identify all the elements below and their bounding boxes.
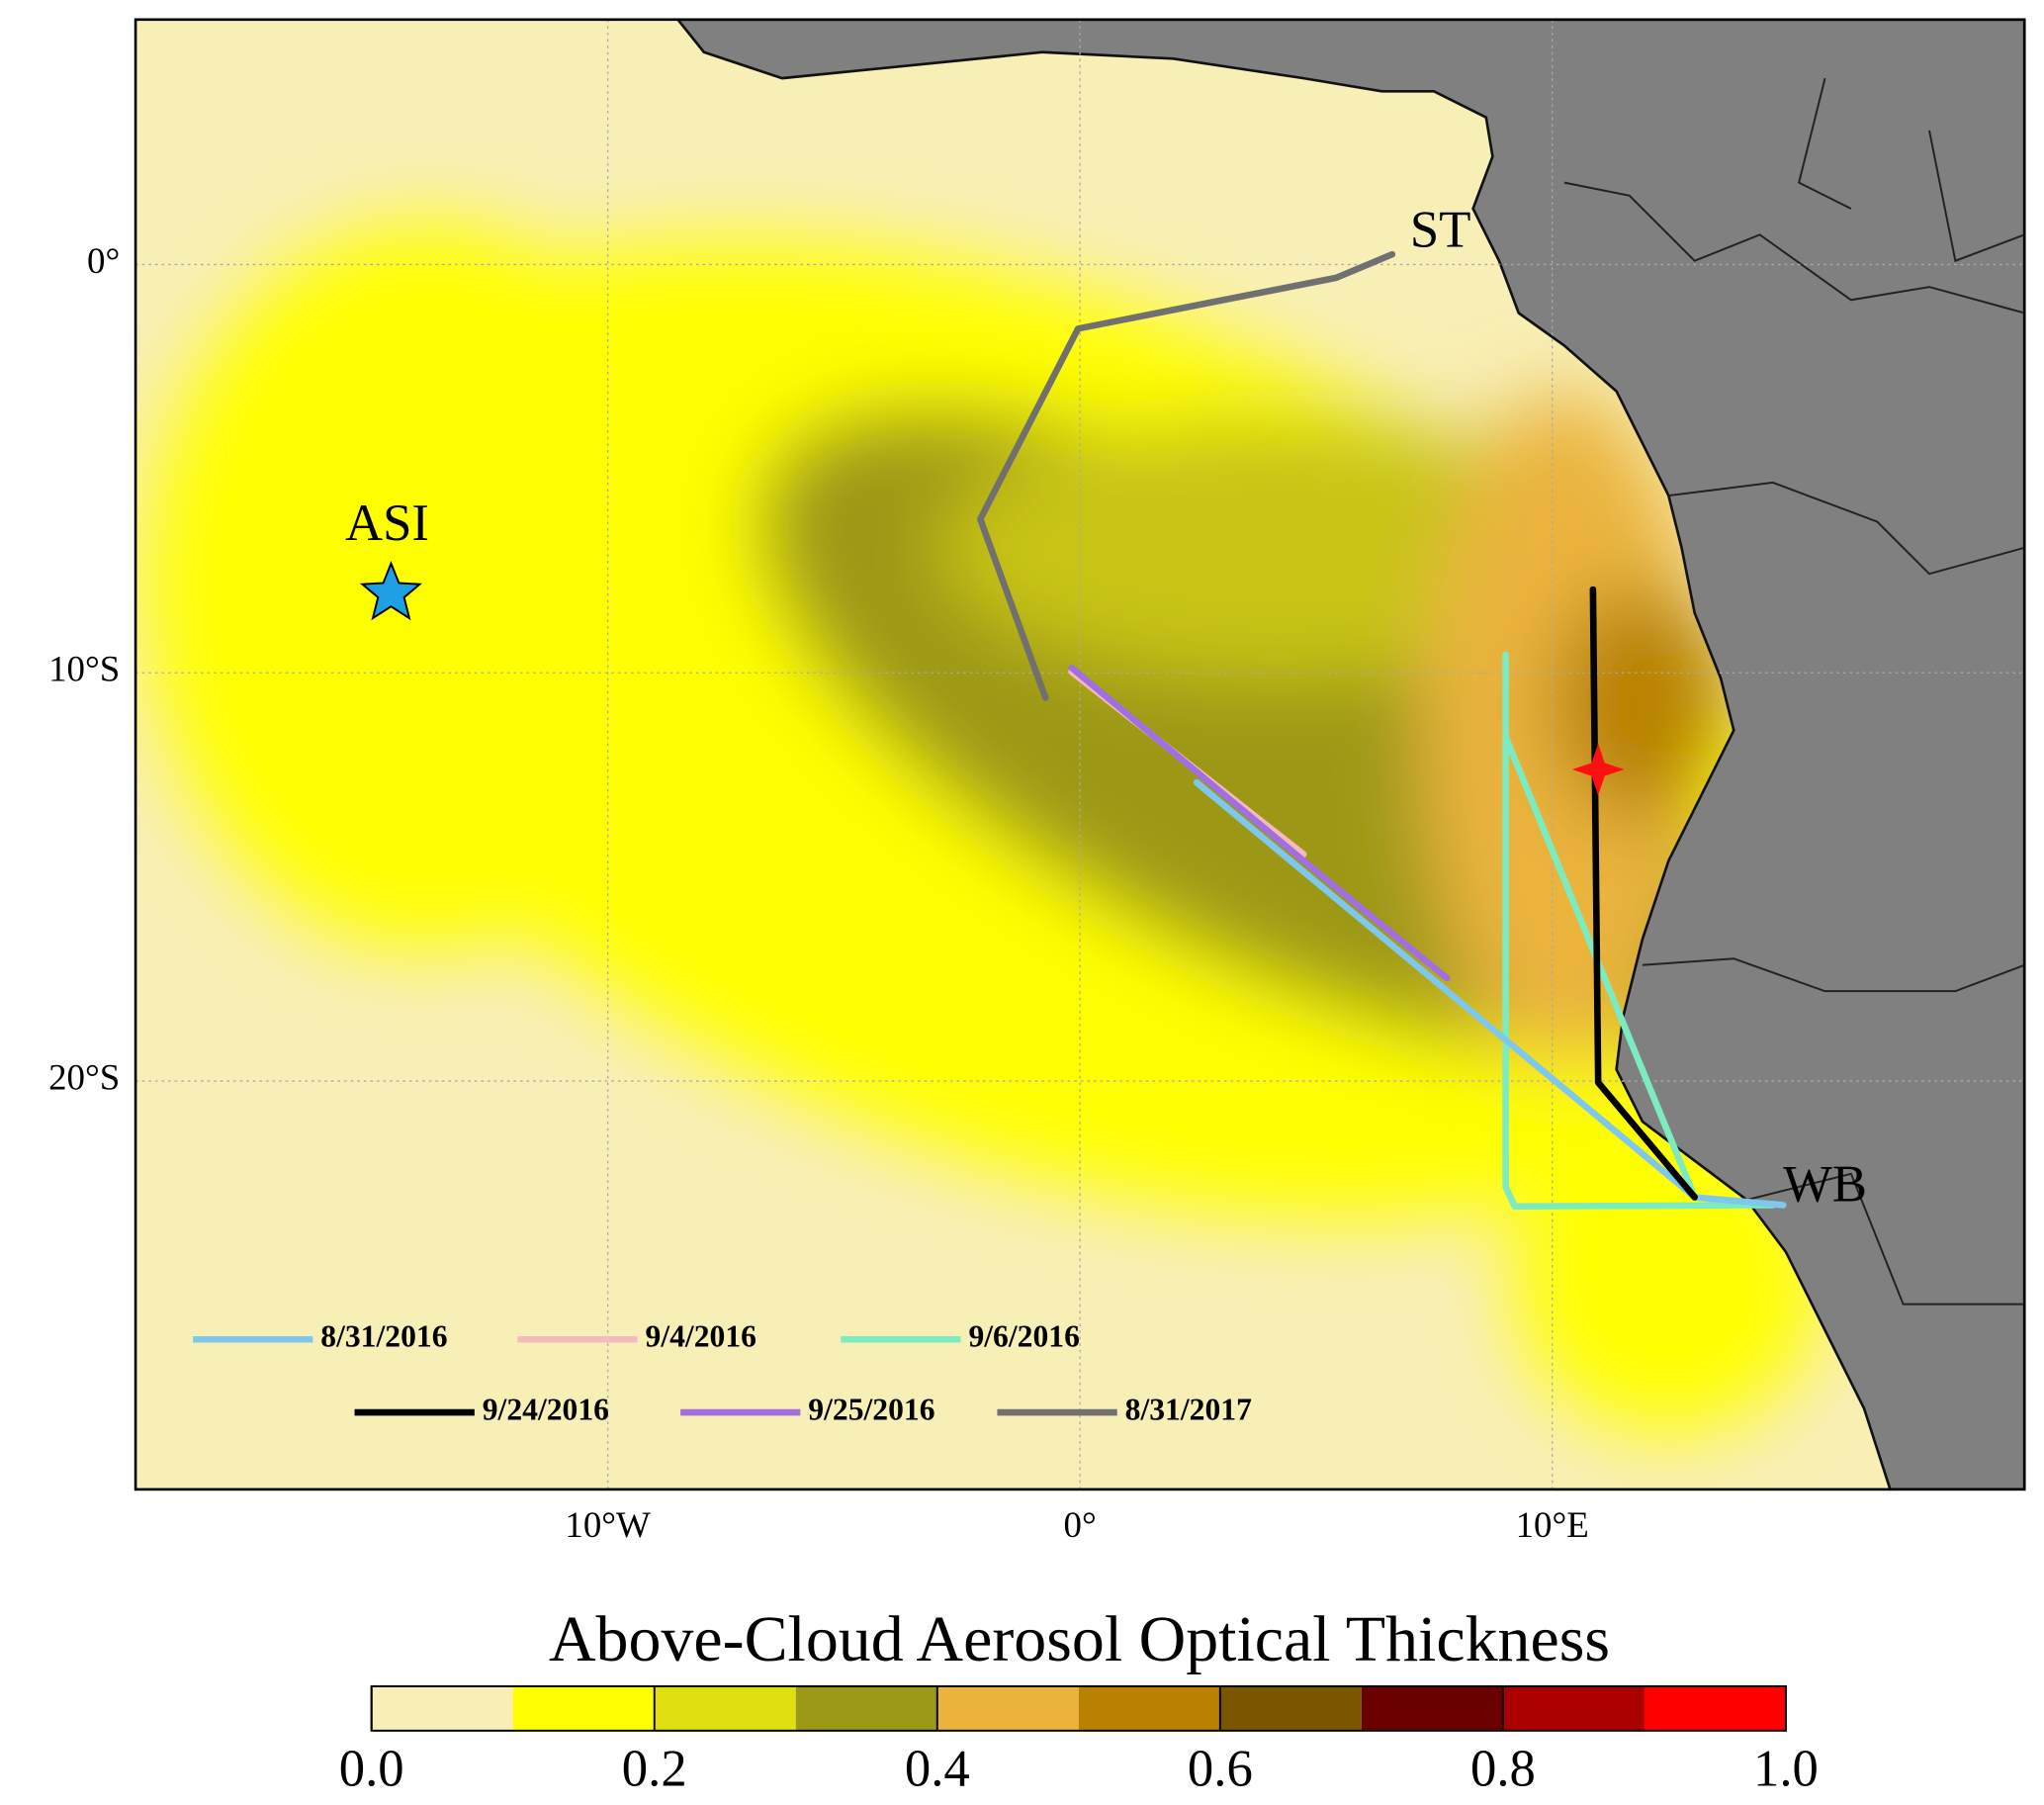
legend-label: 9/4/2016 [646, 1319, 756, 1354]
colorbar-tick-label: 0.4 [905, 1740, 970, 1797]
colorbar-segment [1078, 1686, 1220, 1731]
legend-label: 9/24/2016 [483, 1392, 609, 1426]
place-label: WB [1783, 1156, 1867, 1214]
colorbar-tick-label: 0.6 [1188, 1740, 1253, 1797]
map-frame [133, 18, 2026, 1491]
map-background [135, 19, 2025, 1489]
colorbar-segment [1644, 1686, 1786, 1731]
borders [1563, 77, 2025, 1306]
lon-tick-label: 10°W [565, 1504, 651, 1545]
lat-tick-label: 10°S [48, 649, 120, 689]
colorbar-segment [1502, 1686, 1644, 1731]
legend-label: 8/31/2017 [1125, 1392, 1252, 1426]
legend-label: 9/25/2016 [808, 1392, 934, 1426]
legend-label: 9/6/2016 [968, 1319, 1079, 1354]
place-label: ASI [345, 495, 429, 552]
lat-tick-label: 20°S [48, 1057, 120, 1098]
colorbar-segment [512, 1686, 655, 1731]
colorbar-tick-label: 0.2 [622, 1740, 687, 1797]
flight-track [977, 250, 1396, 701]
grid [135, 19, 2025, 1489]
colorbar: 0.0 0.2 0.4 0.6 0.8 1.0 [339, 1685, 1819, 1797]
lat-tick-label: 0° [87, 240, 120, 281]
lon-tick-label: 0° [1064, 1504, 1097, 1545]
colorbar-tick-label: 0.8 [1470, 1740, 1536, 1797]
colorbar-segment [1361, 1686, 1503, 1731]
legend: 8/31/2016 9/4/2016 9/6/2016 9/24/2016 9/25/2… [193, 1319, 1252, 1426]
flight-tracks [977, 250, 1787, 1211]
colorbar-segment [795, 1686, 937, 1731]
colorbar-title: Above-Cloud Aerosol Optical Thickness [549, 1603, 1610, 1675]
colorbar-segment [654, 1686, 796, 1731]
place-label: ST [1410, 201, 1471, 258]
colorbar-segment [936, 1686, 1079, 1731]
lon-tick-label: 10°E [1516, 1504, 1589, 1545]
flight-track [1068, 664, 1451, 982]
colorbar-segment [371, 1686, 513, 1731]
red-star [1571, 743, 1625, 796]
colorbar-tick-label: 0.0 [339, 1740, 404, 1797]
colorbar-segment [1219, 1686, 1362, 1731]
colorbar-tick-label: 1.0 [1753, 1740, 1819, 1797]
flight-track [1502, 651, 1777, 1211]
land [675, 19, 2025, 1489]
asi-star [359, 560, 423, 621]
legend-label: 8/31/2016 [320, 1319, 447, 1354]
